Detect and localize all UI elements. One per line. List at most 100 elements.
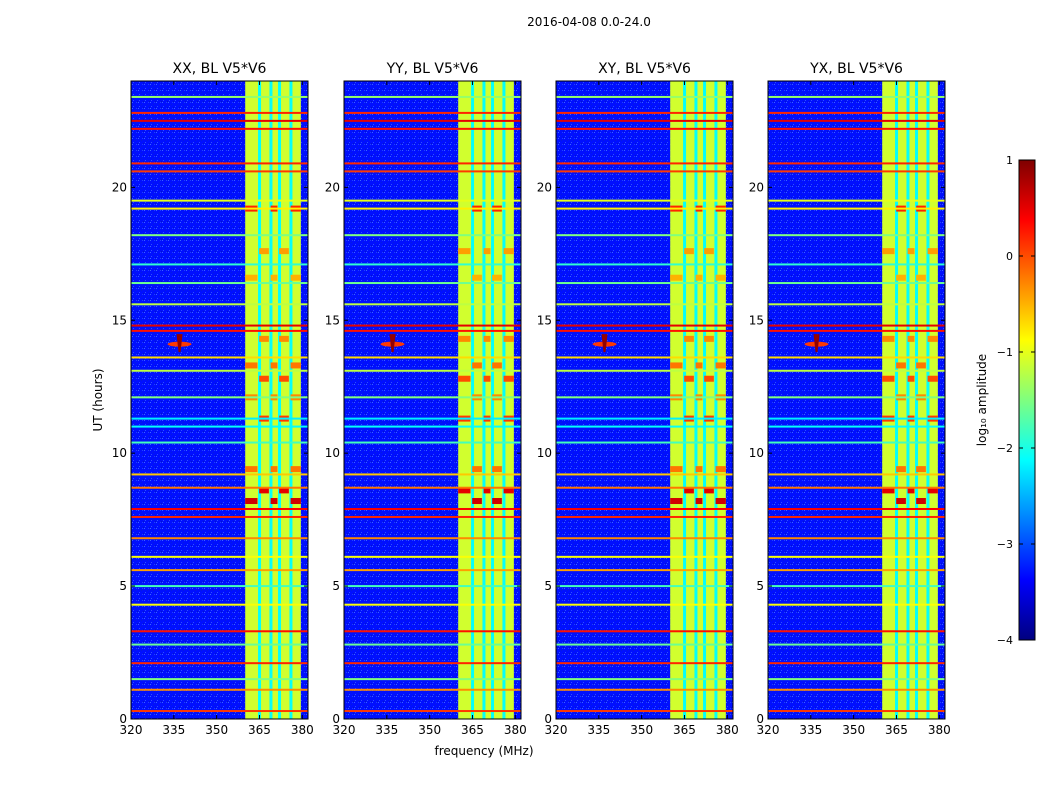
y-tick-label: 0 <box>119 712 127 726</box>
band-gap <box>683 81 687 719</box>
band-blob <box>270 274 278 281</box>
rfi-line <box>344 688 521 691</box>
rfi-line <box>556 603 733 606</box>
rfi-line <box>344 678 521 681</box>
x-tick-label: 380 <box>504 723 527 737</box>
rfi-line <box>344 396 521 399</box>
band-blob <box>684 248 694 255</box>
rfi-line <box>556 303 733 306</box>
rfi-line <box>768 369 945 372</box>
rfi-line <box>344 207 521 210</box>
rfi-line <box>131 688 308 691</box>
rfi-line <box>344 234 521 237</box>
panel-image <box>768 81 945 719</box>
y-tick-label: 20 <box>112 180 127 194</box>
band-blob <box>684 335 694 342</box>
x-tick-label: 365 <box>248 723 271 737</box>
band-blob <box>270 466 278 473</box>
rfi-line <box>768 555 945 558</box>
rfi-line <box>344 473 521 476</box>
x-tick-label: 335 <box>375 723 398 737</box>
y-tick-label: 15 <box>537 313 552 327</box>
rfi-line <box>556 473 733 476</box>
band-blob <box>907 248 915 255</box>
band-blob <box>472 498 482 505</box>
band-blob <box>907 487 915 494</box>
rfi-line <box>344 507 521 510</box>
rfi-line <box>344 356 521 359</box>
rfi-line <box>768 537 945 540</box>
band-blob <box>916 274 926 281</box>
band-blob <box>472 466 482 473</box>
band-blob <box>279 248 289 255</box>
band-gap <box>703 81 707 719</box>
rfi-line <box>344 95 521 98</box>
band-blob <box>279 487 289 494</box>
y-tick-label: 5 <box>119 579 127 593</box>
band-blob <box>503 335 514 342</box>
rfi-line <box>768 282 945 285</box>
band-blob <box>704 248 714 255</box>
rfi-line <box>556 199 733 202</box>
rfi-line <box>556 630 733 633</box>
band-blob <box>290 362 301 369</box>
colorbar-ticks: 1 0 −1 −2 −3 −4 <box>997 154 1035 647</box>
rfi-line <box>556 95 733 98</box>
x-tick-label: 380 <box>716 723 739 737</box>
x-tick-label: 365 <box>461 723 484 737</box>
band-blob <box>927 248 938 255</box>
band-blob <box>458 248 471 255</box>
rfi-line <box>344 417 521 420</box>
rfi-line <box>768 630 945 633</box>
rfi-line <box>344 441 521 444</box>
band-blob <box>927 335 938 342</box>
y-tick-label: 5 <box>332 579 340 593</box>
band-gap <box>482 81 486 719</box>
band-blob <box>695 466 703 473</box>
rfi-line <box>131 441 308 444</box>
rfi-line <box>768 303 945 306</box>
colorbar-tick-label: 1 <box>1006 154 1013 167</box>
rfi-line <box>768 585 945 588</box>
band-blob <box>483 375 491 382</box>
rfi-line <box>131 324 308 327</box>
rfi-line <box>131 207 308 210</box>
band-blob <box>896 274 906 281</box>
rfi-line <box>768 643 945 646</box>
rfi-line <box>556 162 733 165</box>
band-blob <box>684 375 694 382</box>
band-blob <box>670 466 683 473</box>
band-blob <box>270 362 278 369</box>
rfi-line <box>131 263 308 266</box>
rfi-line <box>556 507 733 510</box>
rfi-line <box>131 678 308 681</box>
y-tick-label: 15 <box>325 313 340 327</box>
band-blob <box>483 335 491 342</box>
band-blob <box>670 498 683 505</box>
band-blob <box>882 487 895 494</box>
rfi-line <box>131 111 308 114</box>
y-tick-label: 5 <box>544 579 552 593</box>
panel-title: YY, BL V5*V6 <box>386 61 479 77</box>
band-blob <box>472 274 482 281</box>
band-blob <box>927 375 938 382</box>
band-blob <box>896 362 906 369</box>
colorbar-tick-label: 0 <box>1006 250 1013 263</box>
panel-title: YX, BL V5*V6 <box>809 61 903 77</box>
panel-1: YY, BL V5*V6 320 335 350 365 380 0 5 10 15 20 <box>325 61 527 737</box>
rfi-line <box>131 710 308 713</box>
rfi-line <box>556 569 733 572</box>
panel-frame <box>343 80 522 720</box>
rfi-line <box>768 662 945 665</box>
rfi-line <box>556 662 733 665</box>
x-tick-label: 380 <box>291 723 314 737</box>
rfi-line <box>131 537 308 540</box>
rfi-line <box>556 486 733 489</box>
burst-core <box>176 334 183 353</box>
x-tick-label: 320 <box>333 723 356 737</box>
rfi-line <box>344 329 521 332</box>
band-blob <box>715 362 726 369</box>
rfi-line <box>768 486 945 489</box>
rfi-line <box>131 199 308 202</box>
band-blob <box>896 466 906 473</box>
